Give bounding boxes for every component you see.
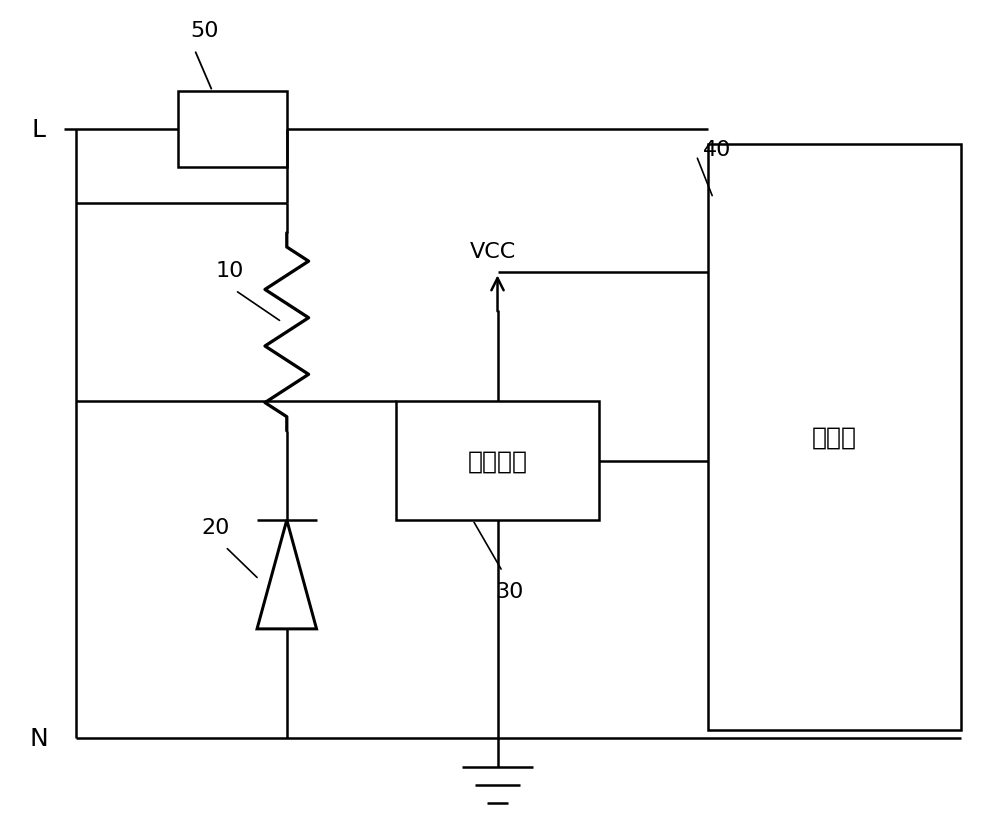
Text: 40: 40 <box>703 140 732 160</box>
Bar <box>396 401 599 520</box>
Text: 10: 10 <box>215 261 243 281</box>
Text: 30: 30 <box>495 582 524 602</box>
Text: 20: 20 <box>201 517 230 538</box>
Bar <box>708 145 961 730</box>
Text: VCC: VCC <box>469 242 516 262</box>
Text: N: N <box>30 726 48 750</box>
Bar <box>178 92 287 167</box>
Text: 开关装置: 开关装置 <box>468 449 528 473</box>
Text: L: L <box>32 118 46 142</box>
Text: 50: 50 <box>190 21 219 41</box>
Text: 控制器: 控制器 <box>812 426 857 449</box>
